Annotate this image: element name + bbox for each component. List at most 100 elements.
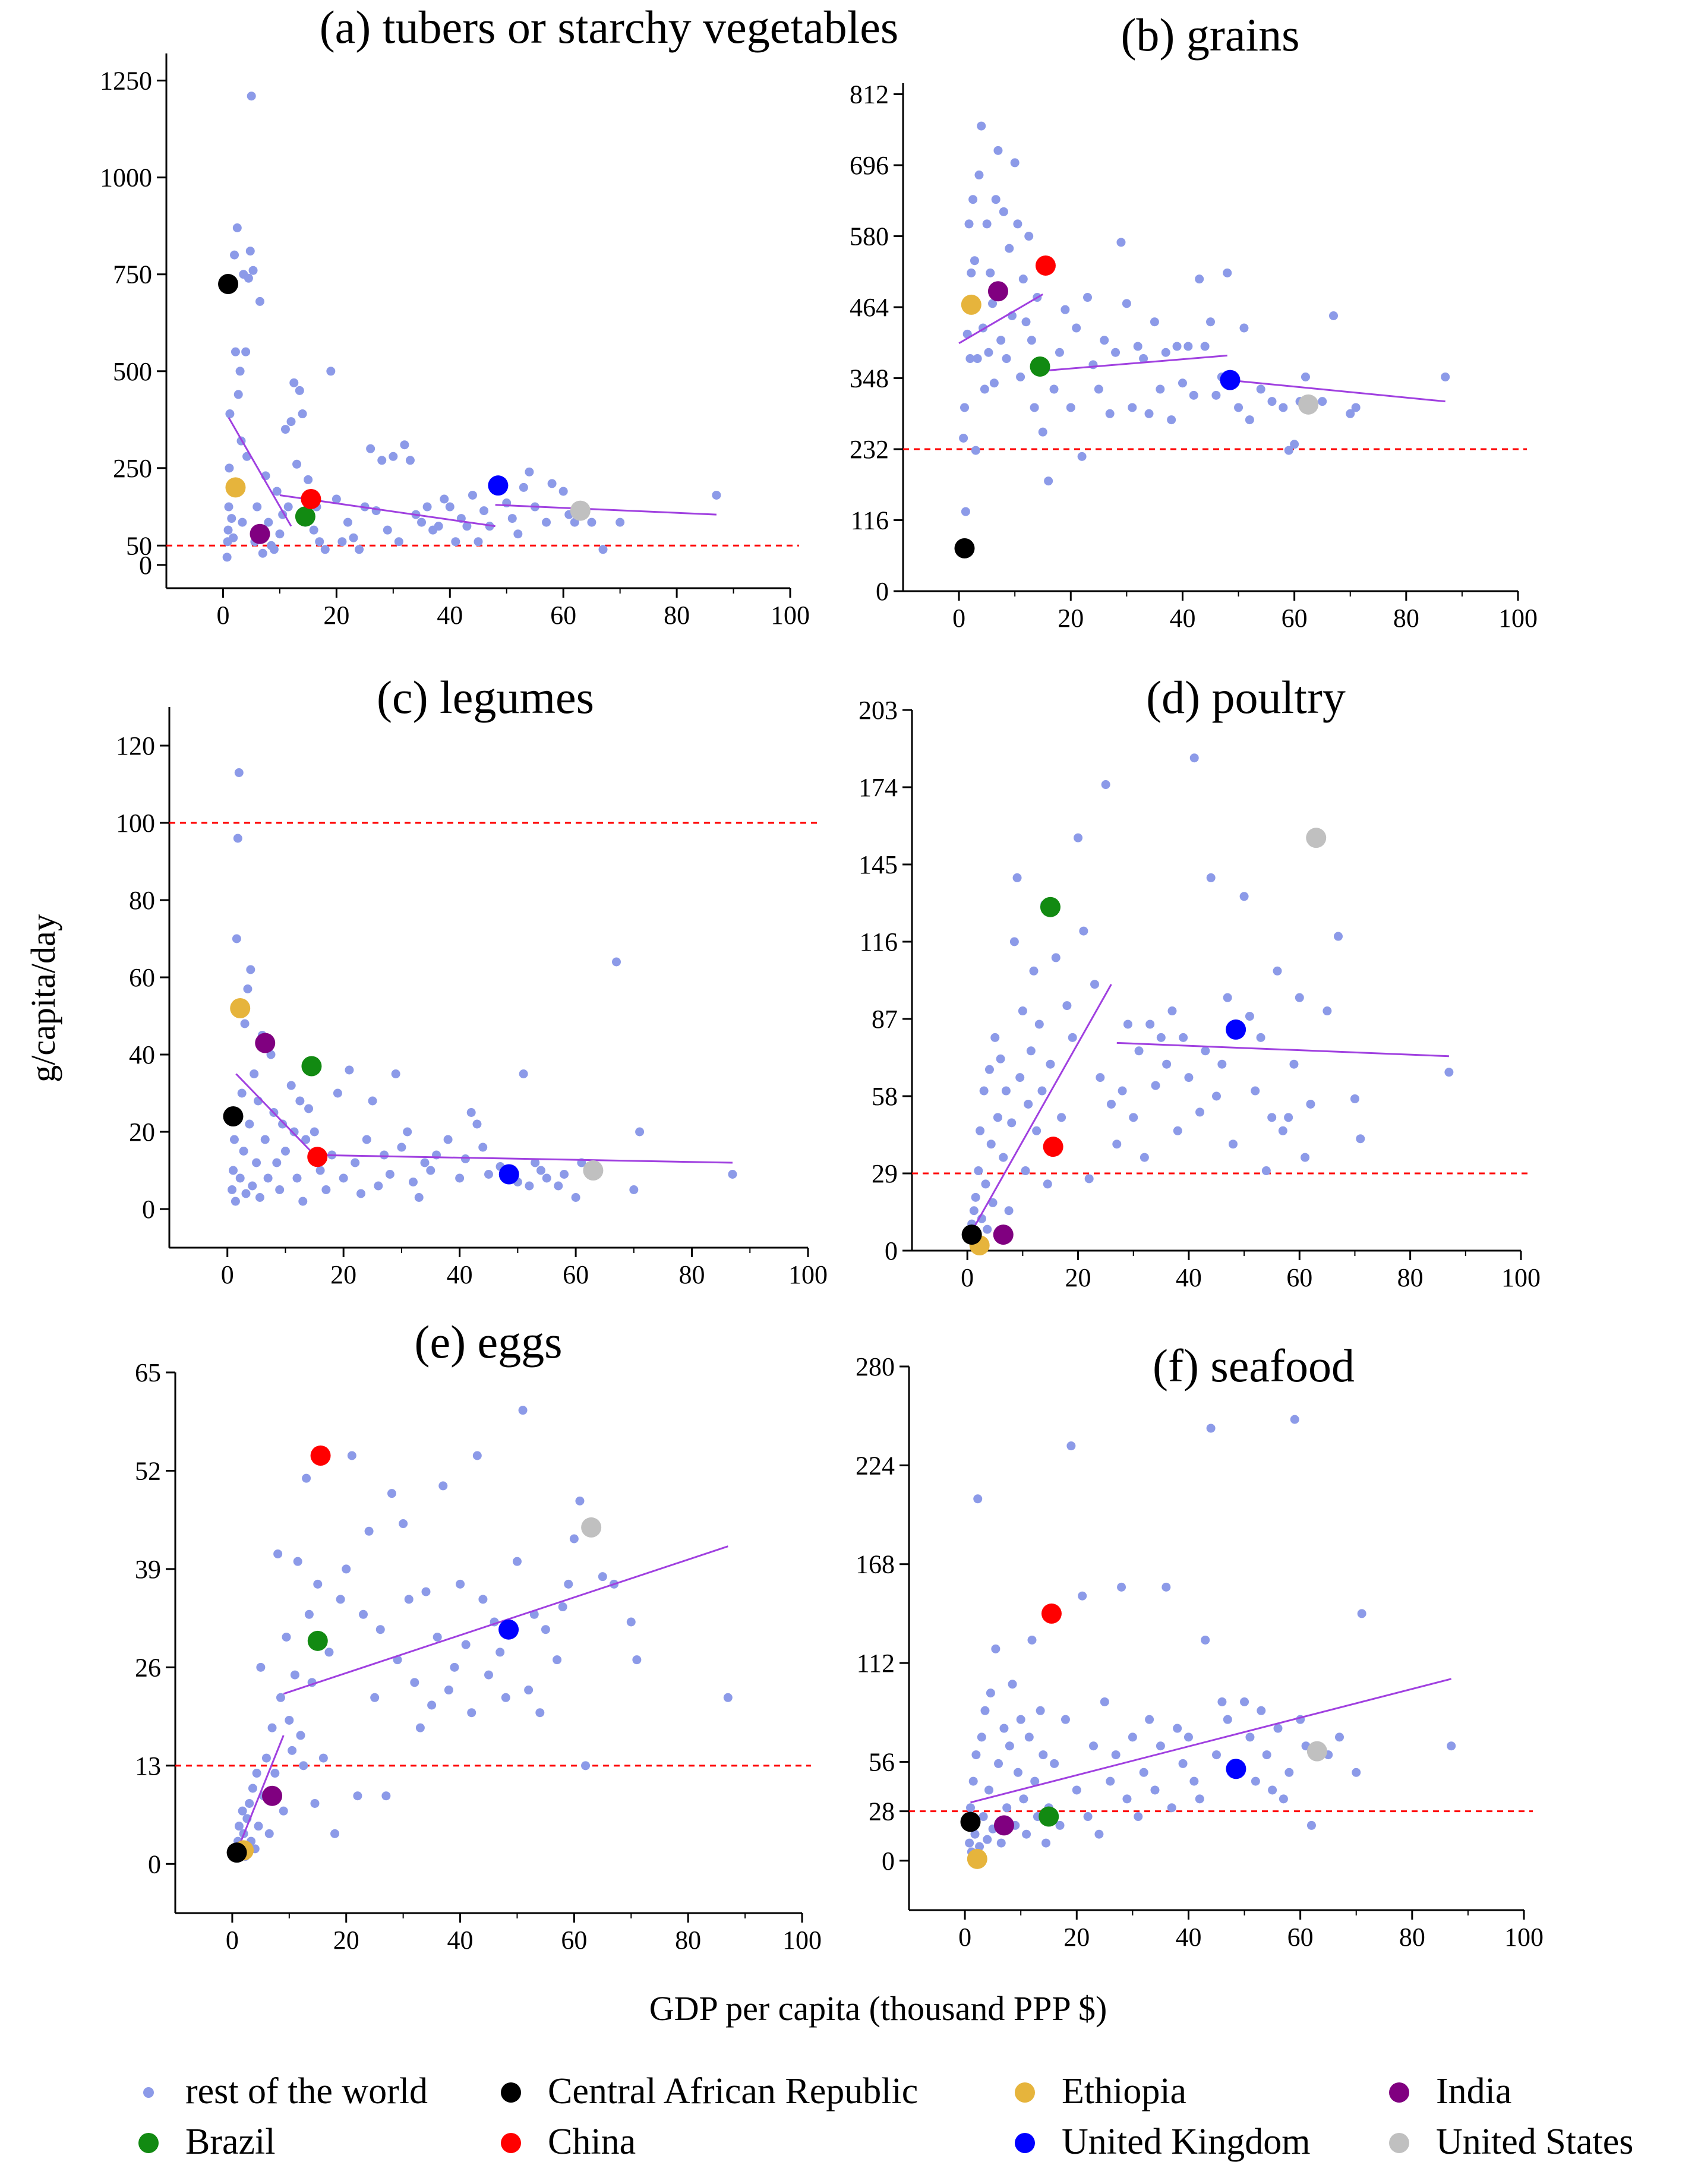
data-point [1183, 1732, 1193, 1742]
data-point [581, 1761, 591, 1770]
data-point [289, 378, 299, 387]
y-tick-label: 60 [129, 963, 155, 992]
data-point [272, 1158, 282, 1167]
legend-marker [1389, 2133, 1409, 2153]
data-point [1211, 390, 1221, 400]
x-tick-label: 40 [447, 1926, 474, 1955]
data-point [422, 502, 432, 512]
data-point [283, 502, 293, 512]
data-point [571, 1193, 580, 1202]
data-point [235, 1173, 245, 1183]
data-point [260, 1135, 270, 1144]
data-point [248, 1181, 257, 1191]
trend-line [1227, 379, 1445, 403]
y-tick-label: 56 [869, 1747, 895, 1776]
data-point [970, 256, 979, 266]
country-marker-united-states [583, 1160, 604, 1181]
data-point [1037, 1086, 1047, 1096]
data-point [377, 456, 387, 465]
data-point [472, 1451, 482, 1460]
data-point [531, 1158, 540, 1167]
data-point [1189, 390, 1198, 400]
data-point [1145, 1715, 1154, 1724]
data-point [1089, 1741, 1098, 1751]
data-point [440, 494, 449, 504]
data-point [1084, 1174, 1094, 1183]
data-point [1139, 354, 1148, 364]
data-point [296, 1731, 305, 1740]
data-point [1173, 1126, 1182, 1135]
data-point [1083, 293, 1092, 302]
data-point [225, 409, 235, 419]
data-point [383, 525, 392, 535]
data-point [282, 1632, 291, 1642]
x-tick-label: 40 [1175, 1923, 1201, 1952]
data-point [1273, 966, 1282, 976]
data-point [1041, 1838, 1051, 1848]
data-point [252, 1158, 261, 1167]
data-point [310, 1798, 320, 1808]
data-point [278, 1119, 288, 1129]
data-point [1106, 1776, 1115, 1786]
data-point [1261, 1166, 1271, 1176]
data-point [318, 1753, 328, 1763]
data-point [224, 502, 233, 512]
data-point [347, 1451, 356, 1460]
data-point [1122, 1794, 1132, 1804]
data-point [1318, 397, 1327, 406]
x-tick-label: 100 [1504, 1923, 1544, 1952]
data-point [315, 1166, 325, 1175]
data-point [233, 390, 243, 399]
data-point [245, 247, 255, 256]
y-tick-label: 65 [135, 1358, 161, 1387]
data-point [1101, 780, 1110, 790]
y-tick-label: 39 [135, 1555, 161, 1584]
data-point [960, 403, 969, 412]
data-point [1295, 993, 1304, 1002]
data-point [1441, 372, 1450, 381]
data-point [975, 1842, 984, 1851]
data-point [339, 1173, 348, 1183]
data-point [1267, 397, 1277, 406]
data-point [984, 348, 993, 357]
data-point [554, 1181, 563, 1191]
data-point [1111, 1750, 1121, 1760]
data-point [433, 1632, 442, 1642]
data-point [445, 502, 455, 512]
data-point [1066, 403, 1075, 412]
data-point [254, 1822, 263, 1831]
country-marker-united-kingdom [498, 1164, 519, 1185]
data-point [964, 219, 974, 229]
data-point [535, 1708, 545, 1718]
data-point [1301, 372, 1310, 381]
data-point [1245, 1012, 1254, 1021]
data-point [288, 1746, 297, 1755]
y-tick-label: 80 [129, 886, 155, 915]
legend-label: China [548, 2122, 636, 2162]
data-point [461, 1640, 471, 1649]
data-point [980, 1706, 990, 1715]
data-point [1078, 1591, 1087, 1601]
data-point [1021, 317, 1031, 327]
country-marker-united-states [570, 500, 591, 521]
data-point [1008, 1680, 1017, 1689]
data-point [990, 1033, 1000, 1042]
data-point [1195, 1107, 1205, 1117]
chart-panel-c: (c) legumes 0 20 40 60 80 100 0 20 40 60 80 100 120 [116, 671, 828, 1289]
data-point [240, 1019, 250, 1028]
chart-panel-b: (b) grains 0 20 40 60 80 100 0 116 232 348 464 580 69… [850, 9, 1538, 633]
data-point [290, 1670, 299, 1680]
legend-marker [138, 2133, 159, 2153]
data-point [1167, 1006, 1177, 1016]
data-point [456, 1579, 465, 1589]
x-tick-label: 0 [226, 1926, 239, 1955]
data-point [366, 444, 375, 453]
data-point [1447, 1741, 1456, 1751]
country-marker-central-african-republic [954, 538, 975, 558]
data-point [1144, 409, 1154, 418]
trend-line [958, 293, 1043, 345]
panel-title: (b) grains [1121, 9, 1299, 61]
trend-line [1116, 1041, 1449, 1058]
data-point [1162, 1582, 1171, 1592]
data-point [1123, 1020, 1132, 1029]
